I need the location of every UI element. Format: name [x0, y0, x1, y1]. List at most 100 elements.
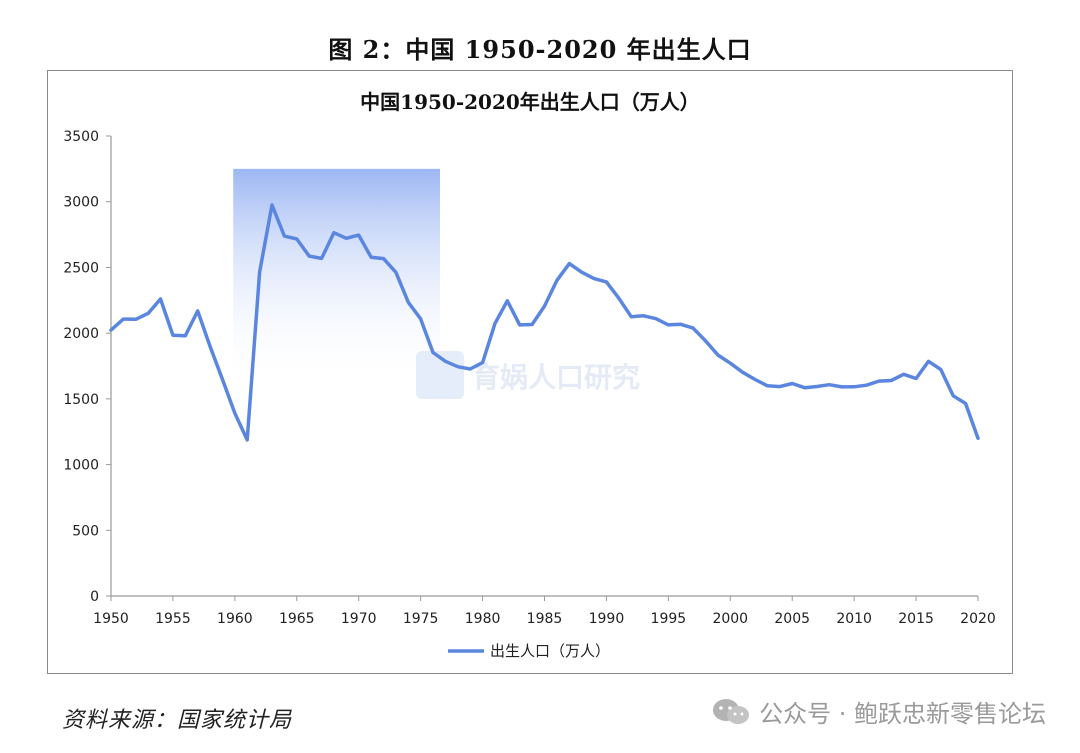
data-point: [518, 323, 521, 327]
data-point: [580, 270, 583, 274]
watermark: 育娲人口研究: [416, 351, 640, 399]
data-point: [394, 271, 398, 274]
data-point: [568, 262, 571, 265]
data-point: [468, 367, 472, 371]
data-point: [109, 328, 113, 332]
data-point: [258, 270, 261, 274]
data-point: [630, 315, 633, 318]
legend-label: 出生人口（万人）: [490, 642, 610, 660]
y-tick-label: 0: [90, 589, 99, 605]
x-tick-label: 1955: [155, 611, 191, 627]
data-point: [617, 296, 621, 300]
data-point: [307, 254, 311, 258]
data-point: [766, 384, 769, 388]
data-point: [146, 312, 150, 315]
data-point: [159, 297, 162, 301]
data-point: [605, 280, 608, 284]
y-tick-label: 1500: [63, 392, 99, 408]
data-point: [407, 301, 410, 304]
data-point: [134, 318, 137, 321]
data-point: [716, 353, 720, 357]
y-tick-label: 1000: [63, 458, 99, 474]
x-tick-label: 1960: [217, 611, 253, 627]
data-point: [828, 383, 831, 386]
data-point: [667, 323, 670, 327]
data-point: [196, 309, 199, 313]
data-point: [246, 438, 249, 442]
highlight-band: [233, 168, 441, 386]
chart-frame: 中国1950-2020年出生人口（万人） 育娲人口研究 0 500 1000 1500…: [47, 70, 1013, 674]
data-point: [753, 378, 757, 381]
data-point: [741, 371, 744, 374]
data-point: [964, 402, 967, 405]
data-point: [642, 314, 645, 317]
data-point: [233, 412, 237, 415]
x-tick-label: 2000: [712, 611, 748, 627]
data-point: [791, 382, 794, 385]
data-point: [840, 385, 843, 389]
data-point: [543, 304, 546, 308]
data-point: [865, 383, 868, 387]
data-point: [691, 326, 695, 330]
y-tick-label: 500: [72, 523, 99, 539]
x-tick-label: 2020: [960, 611, 996, 627]
data-point: [481, 361, 484, 364]
data-point: [939, 368, 943, 371]
data-point: [419, 317, 422, 321]
data-point: [184, 334, 187, 337]
x-tick-label: 2015: [898, 611, 934, 627]
data-point: [208, 345, 212, 348]
data-point: [815, 385, 819, 388]
x-tick-label: 1975: [403, 611, 439, 627]
data-point: [456, 365, 459, 368]
wechat-account-text: 公众号 · 鲍跃忠新零售论坛: [759, 700, 1046, 728]
x-tick-label: 1985: [527, 611, 563, 627]
data-point: [530, 323, 534, 326]
data-point: [729, 362, 732, 365]
data-point: [382, 257, 385, 260]
tick-labels: 0 500 1000 1500 2000 2500 3000 3500 1950 1955 1960…: [63, 129, 995, 627]
y-tick-label: 2500: [63, 260, 99, 276]
data-point: [345, 237, 348, 240]
data-point: [654, 317, 658, 320]
data-point: [283, 234, 286, 238]
data-point: [431, 351, 435, 354]
data-point: [444, 360, 447, 363]
data-point: [902, 373, 905, 376]
wechat-account-mark: 公众号 · 鲍跃忠新零售论坛: [711, 694, 1046, 729]
data-point: [914, 377, 918, 380]
data-point: [221, 378, 224, 381]
data-point: [852, 385, 856, 388]
data-point: [357, 233, 360, 237]
data-point: [506, 299, 509, 303]
data-point: [555, 279, 559, 282]
data-point: [976, 437, 980, 440]
wechat-icon: [713, 698, 750, 724]
x-tick-label: 1950: [93, 611, 129, 627]
x-tick-label: 1965: [279, 611, 315, 627]
data-point: [877, 379, 881, 383]
data-point: [927, 360, 930, 363]
data-point: [778, 385, 782, 388]
data-point: [270, 203, 274, 207]
data-point: [122, 317, 125, 321]
legend: 出生人口（万人）: [448, 642, 610, 660]
figure-caption: 图 2：中国 1950-2020 年出生人口: [328, 35, 752, 64]
data-point: [295, 237, 298, 241]
source-note: 资料来源：国家统计局: [62, 708, 293, 733]
data-point: [332, 231, 336, 234]
x-tick-label: 1980: [465, 611, 501, 627]
data-point: [952, 394, 955, 398]
data-point: [704, 339, 707, 342]
data-point: [890, 379, 893, 382]
data-point: [803, 386, 806, 389]
data-point: [369, 255, 373, 259]
x-tick-label: 1995: [651, 611, 687, 627]
y-tick-label: 2000: [63, 326, 99, 342]
data-point: [679, 323, 682, 326]
series-points: [109, 203, 980, 442]
x-tick-label: 2010: [836, 611, 872, 627]
data-point: [592, 277, 596, 280]
x-tick-label: 2005: [774, 611, 810, 627]
x-tick-label: 1990: [589, 611, 625, 627]
